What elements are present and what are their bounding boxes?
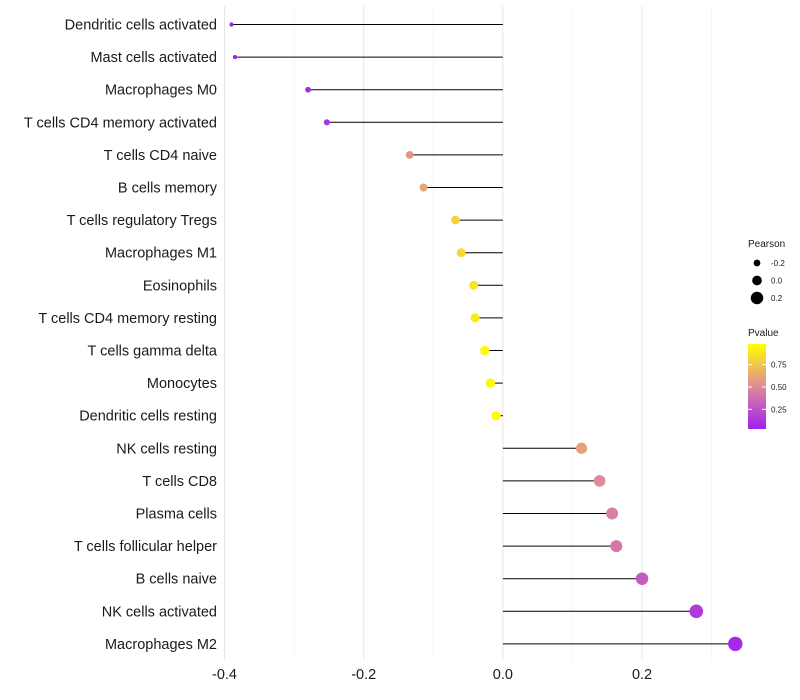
- lollipop-point: [305, 86, 311, 93]
- y-axis-label: B cells memory: [118, 181, 218, 197]
- lollipop-point: [419, 183, 428, 192]
- lollipop-point: [485, 378, 496, 388]
- x-axis-tick-labels: -0.4 -0.2 0.0 0.2: [212, 667, 652, 683]
- color-legend-label: 0.50: [771, 383, 787, 392]
- lollipop-point: [575, 442, 588, 454]
- lollipop-point: [451, 215, 460, 225]
- size-legend-label: 0.2: [771, 294, 783, 303]
- y-axis-label: T cells CD4 memory resting: [38, 311, 217, 327]
- x-axis-tick-label: 0.2: [632, 667, 652, 683]
- y-axis-label: Eosinophils: [143, 278, 217, 294]
- color-legend-label: 0.25: [771, 405, 787, 414]
- x-axis-tick-label: -0.2: [351, 667, 376, 683]
- size-legend-title: Pearson: [748, 239, 785, 250]
- lollipop-point: [610, 540, 623, 553]
- x-axis-tick-label: -0.4: [212, 667, 237, 683]
- y-axis-label: T cells gamma delta: [88, 344, 218, 360]
- color-legend-ticks: 0.75 0.50 0.25: [748, 361, 787, 414]
- lollipop-point: [689, 604, 704, 619]
- y-axis-label: Plasma cells: [136, 507, 217, 523]
- lollipop-point: [480, 345, 490, 356]
- pvalue-colorbar: [748, 344, 766, 429]
- y-axis-labels: Dendritic cells activated Mast cells acti…: [24, 18, 218, 653]
- y-axis-label: NK cells activated: [102, 604, 217, 620]
- lollipop-point: [606, 507, 619, 520]
- y-axis-label: Monocytes: [147, 376, 217, 392]
- y-axis-label: T cells regulatory Tregs: [67, 213, 217, 229]
- y-axis-label: T cells CD4 naive: [104, 148, 217, 164]
- lollipop-point: [593, 475, 606, 487]
- lollipop-point: [323, 119, 330, 126]
- y-axis-label: Macrophages M2: [105, 637, 217, 653]
- lollipop-points: [229, 22, 743, 652]
- size-legend-label: 0.0: [771, 277, 783, 286]
- y-axis-label: T cells CD4 memory activated: [24, 115, 217, 131]
- size-legend-items: -0.2 0.0 0.2: [750, 259, 785, 305]
- y-axis-label: B cells naive: [136, 572, 217, 588]
- lollipop-point: [456, 248, 466, 258]
- y-axis-label: Dendritic cells resting: [79, 409, 217, 425]
- lollipop-point: [635, 572, 649, 585]
- y-axis-label: T cells follicular helper: [74, 539, 217, 555]
- lollipop-point: [232, 54, 238, 60]
- legend: Pearson -0.2 0.0 0.2 Pvalue 0.75 0.50 0.25: [748, 239, 787, 429]
- lollipop-point: [229, 22, 234, 27]
- lollipop-point: [405, 151, 414, 159]
- y-axis-label: Mast cells activated: [90, 50, 217, 66]
- y-axis-label: Macrophages M1: [105, 246, 217, 262]
- lollipop-stems: [231, 24, 736, 645]
- lollipop-point: [728, 636, 743, 652]
- size-legend-dot: [753, 259, 761, 267]
- lollipop-point: [491, 410, 501, 421]
- y-axis-label: T cells CD8: [142, 474, 217, 490]
- lollipop-point: [470, 313, 480, 323]
- y-axis-label: Macrophages M0: [105, 83, 217, 99]
- x-axis-tick-label: 0.0: [493, 667, 513, 683]
- color-legend-label: 0.75: [771, 361, 787, 370]
- size-legend-dot: [750, 291, 764, 305]
- y-axis-label: Dendritic cells activated: [65, 18, 217, 34]
- color-legend-title: Pvalue: [748, 328, 779, 339]
- lollipop-point: [469, 280, 479, 290]
- gridlines: [224, 6, 713, 660]
- size-legend-dot: [752, 275, 762, 286]
- size-legend-label: -0.2: [771, 259, 785, 268]
- y-axis-label: NK cells resting: [116, 441, 217, 457]
